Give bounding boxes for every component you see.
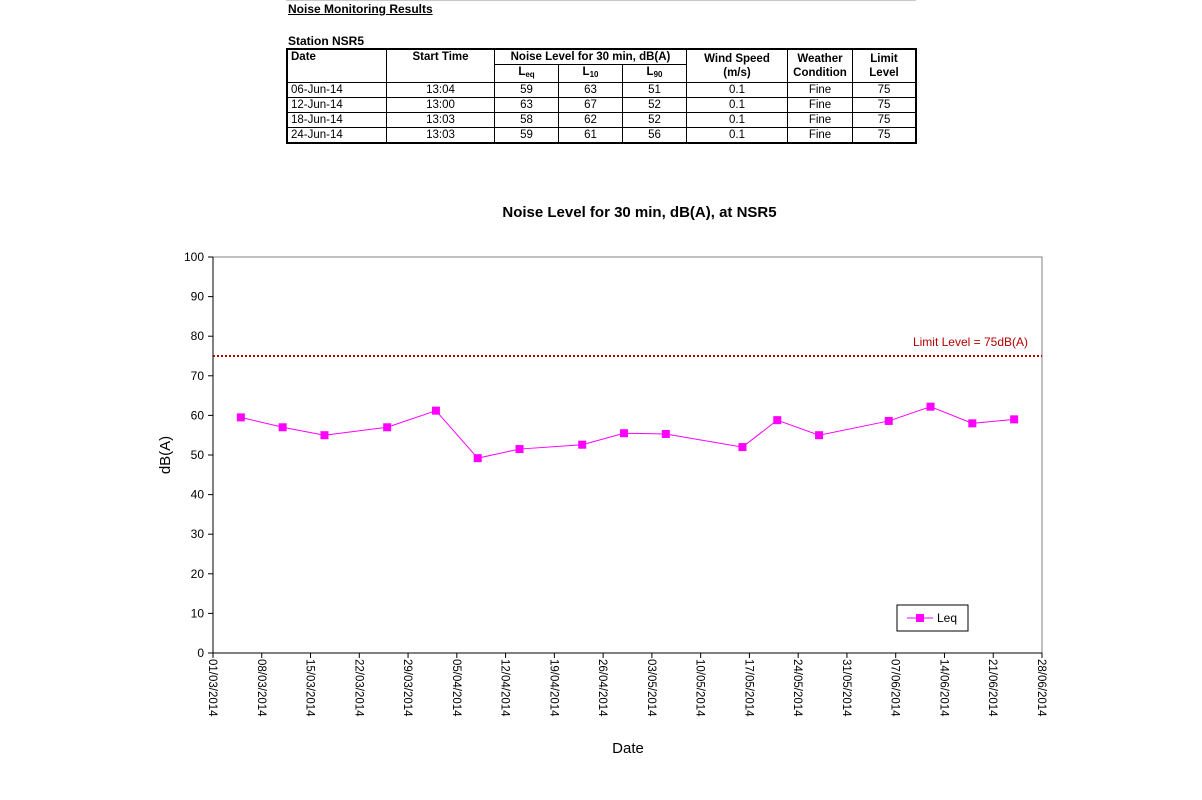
y-tick-label: 100 [184, 250, 204, 264]
header-wind: Wind Speed (m/s) [686, 48, 788, 83]
y-tick-label: 20 [191, 567, 205, 581]
y-tick-label: 70 [191, 369, 205, 383]
legend-label: Leq [937, 611, 957, 625]
data-point [320, 431, 329, 440]
x-tick-label: 28/06/2014 [1035, 659, 1047, 717]
report-title: Noise Monitoring Results [288, 2, 433, 16]
data-point [515, 445, 524, 454]
header-start-time: Start Time [386, 48, 495, 83]
y-tick-label: 80 [191, 329, 205, 343]
cell-limit: 75 [852, 82, 917, 98]
cell-weather: Fine [787, 112, 853, 128]
cell-l10: 62 [558, 112, 623, 128]
data-point [236, 413, 245, 422]
y-tick-label: 60 [191, 408, 205, 422]
data-point [1010, 415, 1019, 424]
table-row: 06-Jun-14 13:04 59 63 51 0.1 Fine 75 [286, 82, 917, 98]
chart-title: Noise Level for 30 min, dB(A), at NSR5 [502, 204, 776, 221]
x-tick-label: 01/03/2014 [206, 659, 218, 717]
cell-date: 18-Jun-14 [286, 112, 387, 128]
x-tick-label: 29/03/2014 [401, 659, 413, 717]
cell-wind: 0.1 [686, 127, 788, 144]
cell-date: 12-Jun-14 [286, 97, 387, 113]
x-tick-label: 19/04/2014 [547, 659, 559, 717]
cell-weather: Fine [787, 82, 853, 98]
x-tick-label: 22/03/2014 [352, 659, 364, 717]
data-point [968, 419, 977, 428]
data-point [473, 454, 482, 463]
y-tick-label: 90 [191, 290, 205, 304]
cell-wind: 0.1 [686, 112, 788, 128]
table-row: 24-Jun-14 13:03 59 61 56 0.1 Fine 75 [286, 127, 917, 144]
cell-weather: Fine [787, 127, 853, 144]
x-tick-label: 26/04/2014 [596, 659, 608, 717]
x-tick-label: 03/05/2014 [645, 659, 657, 717]
station-label: Station NSR5 [288, 34, 365, 48]
data-point [431, 406, 440, 415]
data-point [661, 430, 670, 439]
cell-weather: Fine [787, 97, 853, 113]
legend-marker [916, 614, 924, 622]
limit-label: Limit Level = 75dB(A) [913, 335, 1028, 349]
data-point [884, 416, 893, 425]
data-point [620, 429, 629, 438]
y-axis-label: dB(A) [157, 436, 174, 474]
header-rule [286, 0, 916, 1]
y-tick-label: 40 [191, 488, 205, 502]
data-point [383, 423, 392, 432]
data-point [738, 443, 747, 452]
x-tick-label: 10/05/2014 [694, 659, 706, 717]
results-table: Date Start Time Noise Level for 30 min, … [286, 48, 917, 144]
x-tick-label: 15/03/2014 [304, 659, 316, 717]
cell-start: 13:03 [386, 127, 495, 144]
x-tick-label: 12/04/2014 [499, 659, 511, 717]
plot-area [212, 256, 1043, 654]
data-point [926, 402, 935, 411]
cell-l90: 56 [622, 127, 687, 144]
cell-limit: 75 [852, 127, 917, 144]
y-tick-label: 30 [191, 527, 205, 541]
x-axis-label: Date [612, 740, 644, 757]
y-tick-label: 10 [191, 606, 205, 620]
x-tick-label: 05/04/2014 [450, 659, 462, 717]
x-tick-label: 17/05/2014 [742, 659, 754, 717]
x-tick-label: 31/05/2014 [840, 659, 852, 717]
data-point [278, 423, 287, 432]
x-tick-label: 08/03/2014 [255, 659, 267, 717]
y-tick-label: 50 [191, 448, 205, 462]
cell-leq: 59 [494, 82, 559, 98]
cell-date: 24-Jun-14 [286, 127, 387, 144]
x-tick-label: 07/06/2014 [889, 659, 901, 717]
x-tick-label: 24/05/2014 [791, 659, 803, 717]
cell-start: 13:03 [386, 112, 495, 128]
data-point [815, 431, 824, 440]
data-point [773, 416, 782, 425]
cell-limit: 75 [852, 112, 917, 128]
x-tick-label: 21/06/2014 [986, 659, 998, 717]
cell-leq: 58 [494, 112, 559, 128]
data-point [578, 440, 587, 449]
y-tick-label: 0 [197, 646, 204, 660]
table-row: 18-Jun-14 13:03 58 62 52 0.1 Fine 75 [286, 112, 917, 128]
x-tick-label: 14/06/2014 [937, 659, 949, 717]
